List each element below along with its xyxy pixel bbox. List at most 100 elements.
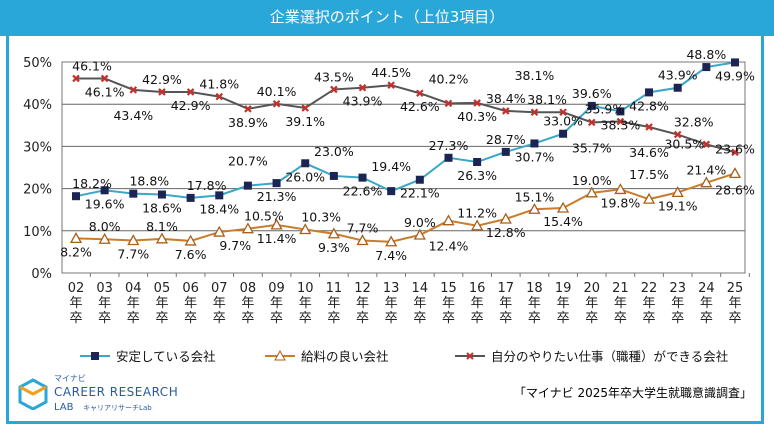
data-point <box>241 222 255 234</box>
data-point <box>559 129 568 138</box>
data-label: 39.1% <box>285 114 325 129</box>
data-point <box>556 201 570 213</box>
data-label: 8.1% <box>146 219 178 234</box>
x-tick-label: 年 <box>155 296 168 311</box>
data-point <box>127 234 140 246</box>
data-label: 42.9% <box>142 72 182 87</box>
x-tick-label: 卒 <box>213 311 226 326</box>
x-tick-label: 12 <box>354 281 371 296</box>
data-point <box>587 101 596 110</box>
data-label: 41.8% <box>199 77 239 92</box>
x-tick-label: 年 <box>413 296 426 311</box>
x-tick-label: 04 <box>125 281 142 296</box>
logo-sub2: キャリアリサーチLab <box>83 404 152 412</box>
data-point <box>387 81 395 89</box>
data-point <box>299 223 312 235</box>
data-label: 15.1% <box>515 189 555 204</box>
x-tick-label: 年 <box>728 296 741 311</box>
data-point <box>215 92 224 101</box>
series-line <box>75 172 736 243</box>
data-point <box>673 130 682 139</box>
data-point <box>301 159 310 168</box>
data-point <box>213 225 226 237</box>
data-label: 9.7% <box>219 238 251 253</box>
data-point <box>642 192 656 204</box>
data-label: 38.1% <box>515 68 555 83</box>
x-tick-label: 22 <box>641 281 658 296</box>
x-tick-label: 25 <box>727 281 744 296</box>
data-label: 18.6% <box>142 201 182 216</box>
data-label: 18.8% <box>129 174 169 189</box>
data-point <box>385 235 398 247</box>
data-point <box>157 190 166 199</box>
x-tick-label: 18 <box>526 281 543 296</box>
x-tick-label: 卒 <box>499 311 512 326</box>
logo-sub1: LAB <box>54 402 74 413</box>
data-label: 33.0% <box>543 114 583 129</box>
x-tick-label: 卒 <box>614 311 627 326</box>
x-tick-label: 卒 <box>671 311 684 326</box>
x-tick-label: 08 <box>240 281 257 296</box>
data-label: 8.2% <box>60 244 92 259</box>
source-note: 「マイナビ 2025年卒大学生就職意識調査」 <box>513 386 752 400</box>
data-label: 35.7% <box>572 140 612 155</box>
data-label: 26.3% <box>457 168 497 183</box>
x-tick-label: 19 <box>555 281 572 296</box>
x-tick-label: 卒 <box>557 311 570 326</box>
data-point <box>155 232 169 244</box>
x-tick-label: 年 <box>585 296 598 311</box>
data-label: 9.3% <box>318 240 350 255</box>
x-tick-label: 卒 <box>155 311 168 326</box>
x-tick-label: 14 <box>412 281 429 296</box>
x-tick-label: 02 <box>68 281 85 296</box>
data-label: 17.8% <box>187 178 227 193</box>
series-line <box>75 61 736 199</box>
x-tick-label: 11 <box>326 281 343 296</box>
data-label: 7.7% <box>347 221 379 236</box>
data-label: 27.3% <box>429 138 469 153</box>
data-label: 12.8% <box>486 225 526 240</box>
y-tick-label: 30% <box>23 140 52 155</box>
data-label: 10.5% <box>244 209 284 224</box>
data-label: 30.7% <box>515 149 555 164</box>
x-tick-label: 年 <box>184 296 197 311</box>
x-tick-label: 07 <box>211 281 228 296</box>
x-tick-label: 卒 <box>299 311 312 326</box>
data-point <box>473 158 482 167</box>
data-point <box>72 192 80 201</box>
x-tick-label: 03 <box>96 281 113 296</box>
x-tick-label: 年 <box>614 296 627 311</box>
data-point <box>673 83 682 92</box>
x-tick-label: 年 <box>528 296 541 311</box>
data-label: 43.9% <box>658 68 698 83</box>
data-label: 28.6% <box>715 182 755 197</box>
data-label: 46.1% <box>85 84 125 99</box>
data-point <box>416 89 424 98</box>
x-tick-label: 06 <box>182 281 199 296</box>
series-line <box>76 77 736 154</box>
data-label: 42.8% <box>629 98 669 113</box>
data-label: 34.6% <box>629 145 669 160</box>
data-point <box>158 88 166 96</box>
data-label: 28.7% <box>486 132 526 147</box>
data-point <box>585 186 598 198</box>
data-point <box>501 147 510 156</box>
data-label: 43.4% <box>113 108 153 123</box>
data-label: 38.4% <box>486 91 526 106</box>
x-tick-label: 年 <box>241 296 254 311</box>
data-label: 44.5% <box>371 65 411 80</box>
x-tick-label: 年 <box>98 296 111 311</box>
y-tick-label: 10% <box>23 225 52 240</box>
legend-marker <box>274 349 286 361</box>
data-point <box>444 99 453 108</box>
data-label: 42.6% <box>400 99 440 114</box>
data-point <box>330 85 338 94</box>
data-label: 22.6% <box>343 184 383 199</box>
x-tick-label: 09 <box>268 281 285 296</box>
data-point <box>530 108 539 116</box>
data-label: 40.1% <box>257 84 297 99</box>
data-point <box>100 186 109 195</box>
x-tick-label: 卒 <box>643 311 656 326</box>
data-label: 26.0% <box>285 169 325 184</box>
data-label: 11.4% <box>257 231 297 246</box>
